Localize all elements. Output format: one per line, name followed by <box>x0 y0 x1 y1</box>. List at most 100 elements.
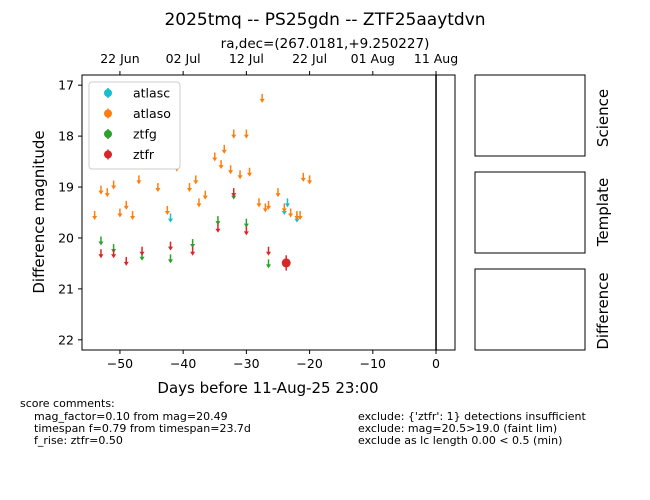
limit-arrow <box>243 134 249 139</box>
data-marks <box>92 93 313 271</box>
y-axis-label: Difference magnitude <box>30 130 48 293</box>
y-tick-label: 19 <box>58 180 74 195</box>
top-tick-label: 22 Jun <box>100 51 139 66</box>
upper-limit-marker <box>186 183 192 193</box>
x-tick-label: −20 <box>296 356 322 371</box>
chart-title: 2025tmq -- PS25gdn -- ZTF25aaytdvn <box>164 10 485 30</box>
limit-arrow <box>237 175 243 180</box>
limit-arrow <box>243 231 249 236</box>
limit-arrow <box>307 180 313 185</box>
limit-arrow <box>196 203 202 208</box>
limit-arrow <box>164 210 170 215</box>
plot-area <box>81 74 456 351</box>
limit-arrow <box>228 170 234 175</box>
top-tick-label: 01 Aug <box>351 51 395 66</box>
limit-arrow <box>123 205 129 210</box>
upper-limit-marker <box>297 211 303 221</box>
upper-limit-marker <box>266 200 271 210</box>
legend-label: atlaso <box>133 106 171 121</box>
chart-subtitle: ra,dec=(267.0181,+9.250227) <box>221 36 430 52</box>
upper-limit-marker <box>117 208 123 218</box>
upper-limit-marker <box>266 246 271 256</box>
limit-arrow <box>221 149 227 154</box>
limit-arrow <box>256 203 262 208</box>
limit-arrow <box>117 213 123 218</box>
upper-limit-marker <box>168 213 174 223</box>
legend-label: atlasc <box>133 86 170 101</box>
upper-limit-marker <box>256 198 262 208</box>
legend-item: ztfr <box>104 147 155 162</box>
limit-arrow <box>168 218 174 223</box>
limit-arrow <box>243 223 249 228</box>
upper-limit-marker <box>259 93 265 103</box>
limit-arrow <box>92 216 98 221</box>
upper-limit-marker <box>243 226 249 236</box>
limit-arrow <box>168 259 174 264</box>
limit-arrow <box>262 208 268 213</box>
upper-limit-marker <box>231 129 237 139</box>
exclude-comment-line-3: exclude as lc length 0.00 < 0.5 (min) <box>358 434 563 447</box>
x-axis: −50 −40 −30 −20 −10 0 <box>107 350 440 371</box>
limit-arrow <box>123 261 129 266</box>
upper-limit-marker <box>123 200 129 210</box>
limit-arrow <box>231 134 237 139</box>
detection-point <box>281 255 291 271</box>
upper-limit-marker <box>212 152 218 162</box>
upper-limit-marker <box>266 259 271 269</box>
y-tick-label: 21 <box>58 281 74 296</box>
upper-limit-marker <box>294 211 300 221</box>
limit-arrow <box>202 195 208 200</box>
upper-limit-marker <box>111 249 117 259</box>
x-tick-label: 0 <box>432 356 440 371</box>
y-axis: 17 18 19 20 21 22 <box>58 78 82 347</box>
difference-label: Difference <box>594 272 612 349</box>
upper-limit-marker <box>111 180 117 190</box>
legend-marker <box>104 89 112 97</box>
y-tick-label: 20 <box>58 230 74 245</box>
y-tick-label: 17 <box>58 78 74 93</box>
upper-limit-marker <box>193 175 199 185</box>
upper-limit-marker <box>228 165 234 175</box>
upper-limit-marker <box>168 254 174 264</box>
upper-limit-marker <box>221 144 227 154</box>
science-panel <box>474 74 586 157</box>
limit-arrow <box>275 193 281 198</box>
legend-item: atlasc <box>104 86 170 101</box>
limit-arrow <box>284 203 290 208</box>
legend: atlasc atlaso ztfg ztfr <box>88 81 181 170</box>
limit-arrow <box>98 241 104 246</box>
upper-limit-marker <box>262 203 268 213</box>
limit-arrow <box>266 251 271 256</box>
limit-arrow <box>111 254 117 259</box>
legend-marker <box>104 109 112 118</box>
x-tick-label: −50 <box>107 356 133 371</box>
upper-limit-marker <box>168 241 174 251</box>
limit-arrow <box>139 251 145 256</box>
limit-arrow <box>218 165 224 170</box>
upper-limit-marker <box>98 249 104 259</box>
limit-arrow <box>139 256 145 261</box>
top-tick-label: 12 Jul <box>229 51 264 66</box>
limit-arrow <box>168 246 174 251</box>
upper-limit-marker <box>130 211 136 221</box>
top-date-axis: 22 Jun 02 Jul 12 Jul 22 Jul 01 Aug 11 Aug <box>100 51 458 75</box>
upper-limit-marker <box>247 167 253 177</box>
x-tick-label: −40 <box>170 356 196 371</box>
limit-arrow <box>215 228 221 233</box>
top-tick-label: 02 Jul <box>166 51 201 66</box>
limit-arrow <box>294 218 300 223</box>
limit-arrow <box>190 251 196 256</box>
limit-arrow <box>193 180 199 185</box>
limit-arrow <box>155 188 161 193</box>
limit-arrow <box>259 98 265 103</box>
upper-limit-marker <box>98 185 104 195</box>
y-tick-label: 18 <box>58 129 74 144</box>
limit-arrow <box>288 213 294 218</box>
top-tick-label: 11 Aug <box>414 51 458 66</box>
limit-arrow <box>111 185 117 190</box>
legend-item: ztfg <box>104 127 157 142</box>
x-axis-label: Days before 11-Aug-25 23:00 <box>157 379 378 397</box>
limit-arrow <box>294 216 300 221</box>
limit-arrow <box>300 177 306 182</box>
